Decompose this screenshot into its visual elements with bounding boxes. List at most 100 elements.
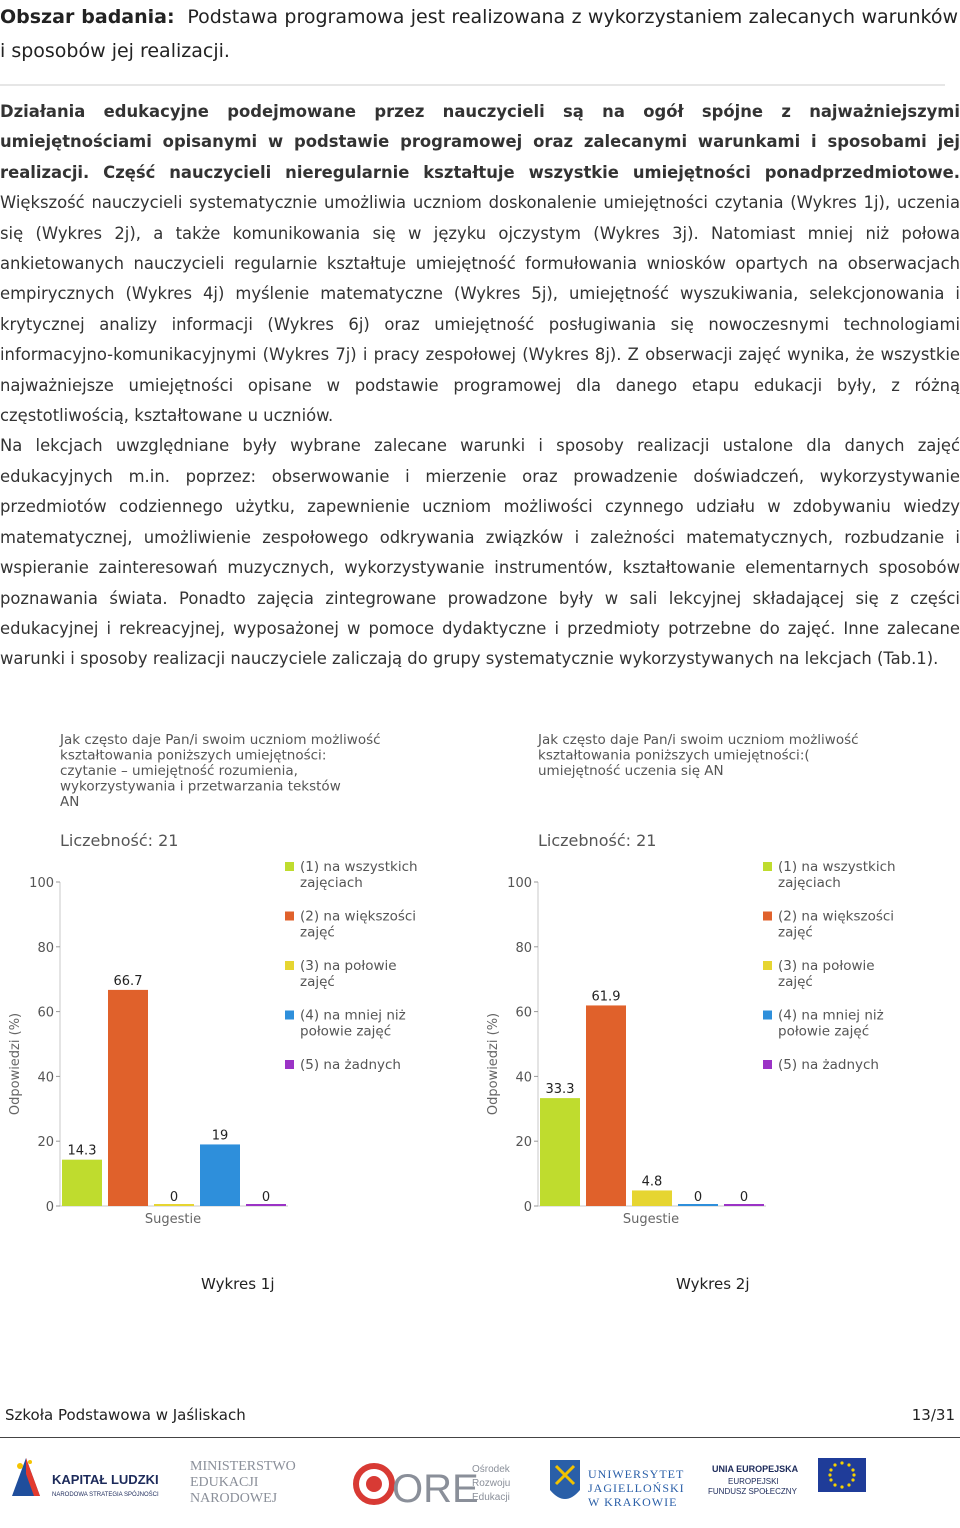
paragraph-1-rest: Większość nauczycieli systematycznie umo…	[0, 193, 960, 426]
y-tick-label: 0	[524, 1200, 532, 1215]
x-axis-label: Sugestie	[623, 1212, 679, 1227]
legend-swatch	[285, 1060, 294, 1069]
bar-value-label: 19	[212, 1128, 229, 1143]
legend-label: (3) na połowie	[778, 958, 875, 974]
bar	[62, 1159, 102, 1206]
body-text: Działania edukacyjne podejmowane przez n…	[0, 97, 960, 675]
legend-label: (5) na żadnych	[778, 1057, 879, 1073]
bar	[586, 1005, 626, 1206]
caption-wykres-2j: Wykres 2j	[676, 1275, 750, 1293]
y-tick-label: 40	[515, 1070, 532, 1085]
bar-value-label: 33.3	[546, 1082, 575, 1097]
bar-value-label: 66.7	[114, 974, 143, 989]
kl-line2: NARODOWA STRATEGIA SPÓJNOŚCI	[52, 1490, 159, 1498]
research-area-label: Obszar badania:	[0, 6, 175, 28]
legend-label: połowie zajęć	[778, 1024, 869, 1040]
chart-title-line: umiejętność uczenia się AN	[538, 763, 724, 779]
bar-value-label: 0	[694, 1190, 702, 1205]
chart-wykres-2j: Jak często daje Pan/i swoim uczniom możl…	[486, 732, 896, 1227]
bar-value-label: 4.8	[642, 1174, 663, 1189]
bar	[246, 1204, 286, 1206]
bar-value-label: 14.3	[68, 1144, 97, 1159]
ore-line3: Edukacji	[472, 1492, 510, 1503]
paragraph-1-bold: Działania edukacyjne podejmowane przez n…	[0, 102, 960, 182]
header-separator	[0, 84, 945, 86]
bar-value-label: 0	[740, 1190, 748, 1205]
legend-swatch	[763, 862, 772, 871]
uj-line3: W KRAKOWIE	[588, 1495, 677, 1509]
legend-label: (3) na połowie	[300, 958, 397, 974]
ue-line1: UNIA EUROPEJSKA	[712, 1464, 799, 1474]
bar-value-label: 61.9	[592, 989, 621, 1004]
legend-label: (2) na większości	[778, 909, 894, 925]
y-tick-label: 40	[37, 1070, 54, 1085]
chart-title-line: kształtowania poniższych umiejętności:(	[538, 748, 810, 764]
legend-label: (4) na mniej niż	[300, 1008, 406, 1024]
ue-line3: FUNDUSZ SPOŁECZNY	[708, 1487, 798, 1496]
y-axis-label: Odpowiedzi (%)	[8, 1013, 23, 1115]
chart-title-line: kształtowania poniższych umiejętności:	[60, 748, 326, 764]
research-area-text: Podstawa programowa jest realizowana z w…	[0, 6, 959, 62]
legend-label: (4) na mniej niż	[778, 1008, 884, 1024]
men-line1: MINISTERSTWO	[190, 1459, 296, 1474]
ue-line2: EUROPEJSKI	[728, 1477, 779, 1486]
paragraph-1: Działania edukacyjne podejmowane przez n…	[0, 97, 960, 431]
bar-value-label: 0	[170, 1190, 178, 1205]
ore-line1: Ośrodek	[472, 1464, 511, 1475]
bar	[200, 1144, 240, 1206]
legend-label: (1) na wszystkich	[300, 859, 418, 875]
uj-line2: JAGIELLOŃSKI	[588, 1481, 685, 1495]
legend-swatch	[763, 961, 772, 970]
footer-rule	[0, 1437, 960, 1438]
page-number: 13/31	[911, 1406, 955, 1424]
kl-line1: KAPITAŁ LUDZKI	[52, 1472, 159, 1487]
x-axis-label: Sugestie	[145, 1212, 201, 1227]
y-axis-label: Odpowiedzi (%)	[486, 1013, 501, 1115]
page-footer: Szkoła Podstawowa w Jaśliskach 13/31	[5, 1406, 955, 1424]
chart-title-line: Jak często daje Pan/i swoim uczniom możl…	[537, 732, 859, 748]
uj-logo: UNIWERSYTET JAGIELLOŃSKI W KRAKOWIE	[550, 1460, 685, 1509]
legend-label: połowie zajęć	[300, 1024, 391, 1040]
men-logo: MINISTERSTWO EDUKACJI NARODOWEJ	[190, 1459, 296, 1506]
legend-label: zajęć	[778, 925, 813, 941]
legend-label: zajęć	[300, 974, 335, 990]
legend-label: (5) na żadnych	[300, 1057, 401, 1073]
ore-logo: ORE Ośrodek Rozwoju Edukacji	[353, 1463, 511, 1511]
legend-swatch	[763, 1060, 772, 1069]
chart-title-line: AN	[60, 794, 79, 810]
kapital-ludzki-logo: KAPITAŁ LUDZKI NARODOWA STRATEGIA SPÓJNO…	[12, 1458, 159, 1498]
legend-swatch	[763, 1010, 772, 1020]
chart-title-line: Jak często daje Pan/i swoim uczniom możl…	[59, 732, 381, 748]
sponsor-logos: KAPITAŁ LUDZKI NARODOWA STRATEGIA SPÓJNO…	[12, 1458, 866, 1511]
legend-label: zajęć	[300, 925, 335, 941]
y-tick-label: 100	[507, 876, 532, 891]
bar-value-label: 0	[262, 1190, 270, 1205]
count-label: Liczebność: 21	[60, 831, 178, 850]
bar	[632, 1190, 672, 1206]
count-label: Liczebność: 21	[538, 831, 656, 850]
y-tick-label: 100	[29, 876, 54, 891]
school-name: Szkoła Podstawowa w Jaśliskach	[5, 1406, 246, 1424]
chart-title-line: czytanie – umiejętność rozumienia,	[60, 763, 298, 779]
legend-swatch	[285, 1010, 294, 1020]
y-tick-label: 20	[37, 1135, 54, 1150]
y-tick-label: 80	[515, 941, 532, 956]
chart-wykres-1j: Jak często daje Pan/i swoim uczniom możl…	[8, 732, 418, 1227]
ore-name: ORE	[392, 1467, 479, 1511]
chart-title-line: wykorzystywania i przetwarzania tekstów	[60, 779, 341, 795]
y-tick-label: 80	[37, 941, 54, 956]
caption-wykres-1j: Wykres 1j	[201, 1275, 275, 1293]
bar	[724, 1204, 764, 1206]
legend-label: (1) na wszystkich	[778, 859, 896, 875]
y-tick-label: 0	[46, 1200, 54, 1215]
bar	[678, 1204, 718, 1206]
bar	[154, 1204, 194, 1206]
legend-label: zajęciach	[300, 875, 363, 891]
legend-label: zajęciach	[778, 875, 841, 891]
y-tick-label: 20	[515, 1135, 532, 1150]
bar	[108, 989, 148, 1206]
eu-logo: UNIA EUROPEJSKA EUROPEJSKI FUNDUSZ SPOŁE…	[708, 1458, 866, 1496]
legend-swatch	[285, 862, 294, 871]
ore-line2: Rozwoju	[472, 1478, 510, 1489]
y-tick-label: 60	[37, 1006, 54, 1021]
